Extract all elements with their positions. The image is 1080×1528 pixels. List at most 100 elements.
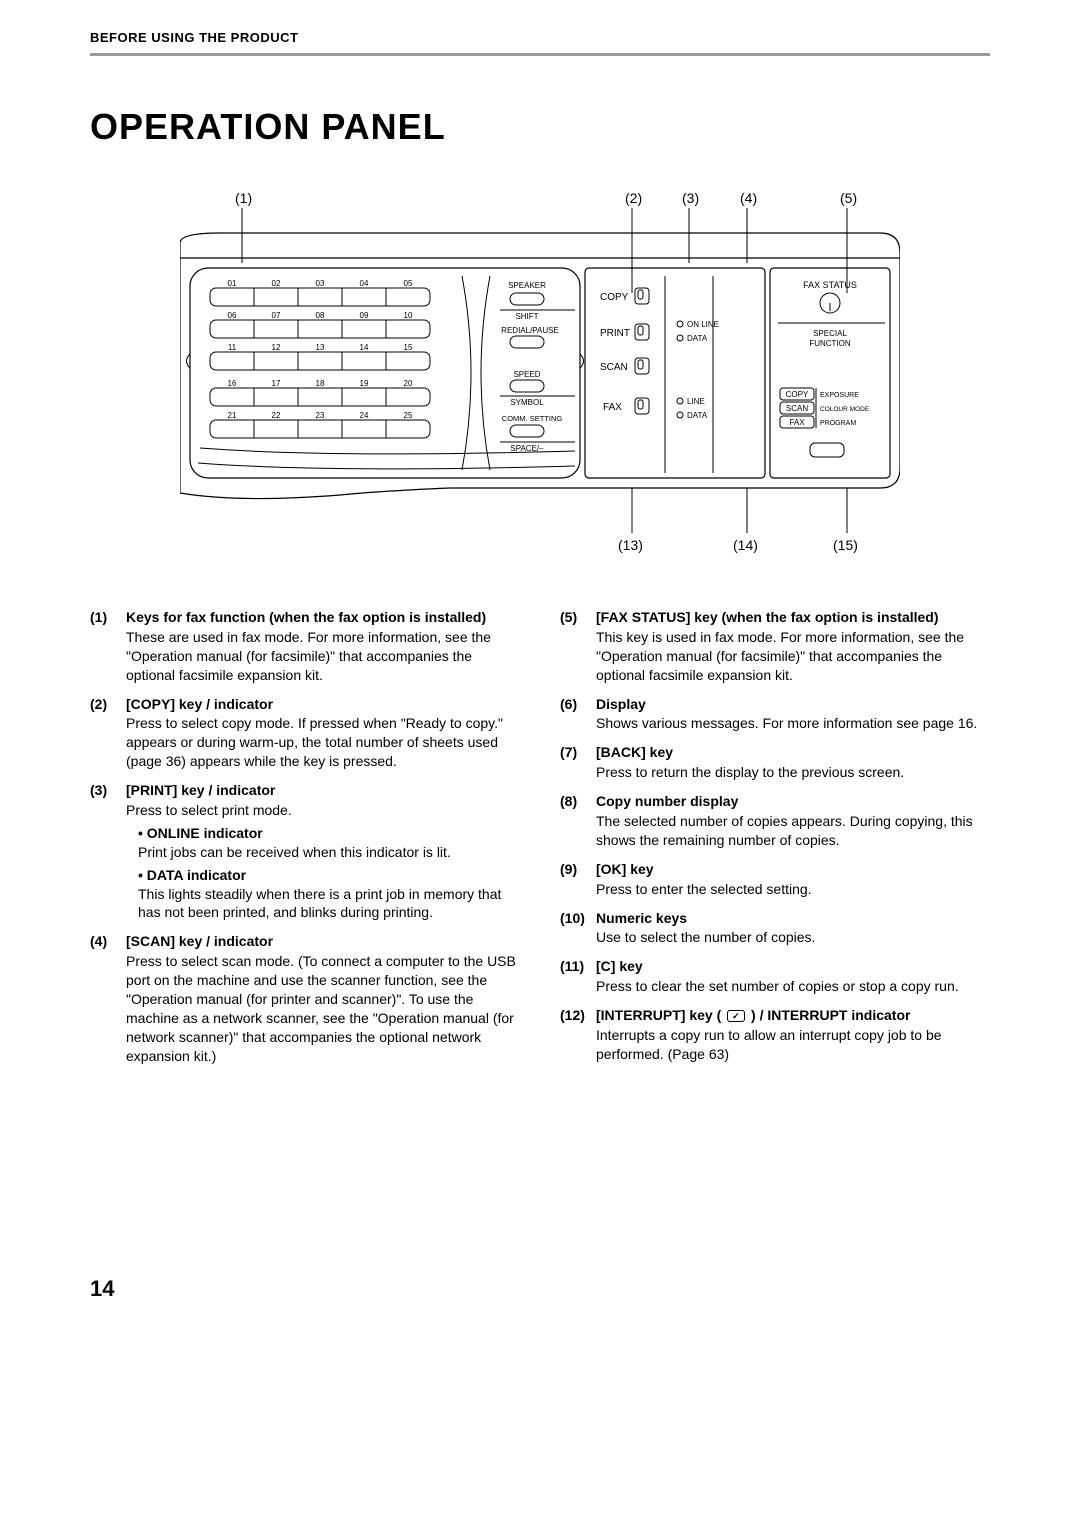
item-body: [C] keyPress to clear the set number of … (596, 957, 990, 996)
svg-text:09: 09 (360, 311, 369, 320)
item-title: [FAX STATUS] key (when the fax option is… (596, 608, 990, 627)
svg-text:FAX: FAX (789, 418, 805, 427)
svg-text:12: 12 (272, 343, 281, 352)
svg-text:23: 23 (316, 411, 325, 420)
item-title: Copy number display (596, 792, 990, 811)
svg-text:22: 22 (272, 411, 281, 420)
callout-3: (3) (682, 190, 699, 206)
sub-bullet-description: This lights steadily when there is a pri… (138, 885, 520, 923)
svg-text:08: 08 (316, 311, 325, 320)
item-number: (4) (90, 932, 126, 1065)
svg-text:06: 06 (228, 311, 237, 320)
list-item: (7)[BACK] keyPress to return the display… (560, 743, 990, 782)
item-number: (11) (560, 957, 596, 996)
item-description: Shows various messages. For more informa… (596, 714, 990, 733)
svg-text:FAX STATUS: FAX STATUS (803, 280, 857, 290)
item-title: Display (596, 695, 990, 714)
svg-text:FUNCTION: FUNCTION (809, 339, 851, 348)
sub-bullet: ONLINE indicatorPrint jobs can be receiv… (126, 824, 520, 862)
svg-text:19: 19 (360, 379, 369, 388)
svg-text:01: 01 (228, 279, 237, 288)
item-number: (5) (560, 608, 596, 685)
item-body: [BACK] keyPress to return the display to… (596, 743, 990, 782)
list-item: (12)[INTERRUPT] key ( ) / INTERRUPT indi… (560, 1006, 990, 1064)
svg-text:PRINT: PRINT (600, 328, 630, 339)
svg-text:FAX: FAX (603, 402, 622, 413)
item-title: [BACK] key (596, 743, 990, 762)
item-number: (8) (560, 792, 596, 850)
svg-text:13: 13 (316, 343, 325, 352)
item-number: (10) (560, 909, 596, 948)
item-description: Press to enter the selected setting. (596, 880, 990, 899)
page-title: OPERATION PANEL (90, 106, 990, 148)
list-item: (4)[SCAN] key / indicatorPress to select… (90, 932, 520, 1065)
item-body: Copy number displayThe selected number o… (596, 792, 990, 850)
item-title: Keys for fax function (when the fax opti… (126, 608, 520, 627)
svg-text:05: 05 (404, 279, 413, 288)
svg-text:REDIAL/PAUSE: REDIAL/PAUSE (501, 326, 559, 335)
svg-text:25: 25 (404, 411, 413, 420)
svg-text:17: 17 (272, 379, 281, 388)
page-number: 14 (90, 1276, 990, 1302)
item-number: (2) (90, 695, 126, 772)
svg-text:10: 10 (404, 311, 413, 320)
description-columns: (1)Keys for fax function (when the fax o… (90, 608, 990, 1076)
sub-bullet-title: DATA indicator (138, 866, 520, 885)
list-item: (5)[FAX STATUS] key (when the fax option… (560, 608, 990, 685)
item-number: (7) (560, 743, 596, 782)
list-item: (10)Numeric keysUse to select the number… (560, 909, 990, 948)
list-item: (1)Keys for fax function (when the fax o… (90, 608, 520, 685)
svg-text:02: 02 (272, 279, 281, 288)
svg-text:SPECIAL: SPECIAL (813, 329, 847, 338)
list-item: (3)[PRINT] key / indicatorPress to selec… (90, 781, 520, 922)
svg-text:PROGRAM: PROGRAM (820, 420, 856, 427)
interrupt-icon (727, 1010, 745, 1022)
item-body: [FAX STATUS] key (when the fax option is… (596, 608, 990, 685)
item-number: (9) (560, 860, 596, 899)
callout-1: (1) (235, 190, 252, 206)
svg-text:11: 11 (228, 343, 237, 352)
item-body: [OK] keyPress to enter the selected sett… (596, 860, 990, 899)
item-body: [COPY] key / indicatorPress to select co… (126, 695, 520, 772)
svg-text:DATA: DATA (687, 334, 708, 343)
svg-text:SCAN: SCAN (600, 362, 628, 373)
item-title: [SCAN] key / indicator (126, 932, 520, 951)
item-description: Press to clear the set number of copies … (596, 977, 990, 996)
item-body: [PRINT] key / indicatorPress to select p… (126, 781, 520, 922)
item-title: [OK] key (596, 860, 990, 879)
callout-15: (15) (833, 537, 858, 553)
svg-text:COPY: COPY (600, 292, 629, 303)
item-description: Press to select copy mode. If pressed wh… (126, 714, 520, 771)
svg-text:EXPOSURE: EXPOSURE (820, 392, 859, 399)
list-item: (6)DisplayShows various messages. For mo… (560, 695, 990, 734)
svg-text:SPACE/–: SPACE/– (510, 444, 544, 453)
item-description: Press to return the display to the previ… (596, 763, 990, 782)
svg-text:LINE: LINE (687, 397, 705, 406)
callout-13: (13) (618, 537, 643, 553)
svg-text:07: 07 (272, 311, 281, 320)
item-description: The selected number of copies appears. D… (596, 812, 990, 850)
item-description: Interrupts a copy run to allow an interr… (596, 1026, 990, 1064)
item-number: (1) (90, 608, 126, 685)
list-item: (2)[COPY] key / indicatorPress to select… (90, 695, 520, 772)
item-body: Numeric keysUse to select the number of … (596, 909, 990, 948)
item-body: DisplayShows various messages. For more … (596, 695, 990, 734)
item-title: [C] key (596, 957, 990, 976)
item-title: [COPY] key / indicator (126, 695, 520, 714)
svg-text:COPY: COPY (786, 390, 809, 399)
section-header: BEFORE USING THE PRODUCT (90, 30, 990, 53)
svg-text:21: 21 (228, 411, 237, 420)
item-number: (12) (560, 1006, 596, 1064)
callout-2: (2) (625, 190, 642, 206)
item-title: [INTERRUPT] key ( ) / INTERRUPT indicato… (596, 1006, 990, 1025)
item-description: Press to select print mode. (126, 801, 520, 820)
callout-4: (4) (740, 190, 757, 206)
svg-text:SCAN: SCAN (786, 404, 808, 413)
svg-text:ON LINE: ON LINE (687, 320, 719, 329)
svg-text:SPEAKER: SPEAKER (508, 281, 546, 290)
svg-text:03: 03 (316, 279, 325, 288)
item-body: [SCAN] key / indicatorPress to select sc… (126, 932, 520, 1065)
item-description: Press to select scan mode. (To connect a… (126, 952, 520, 1065)
sub-bullet-description: Print jobs can be received when this ind… (138, 843, 520, 862)
svg-text:SHIFT: SHIFT (515, 312, 538, 321)
